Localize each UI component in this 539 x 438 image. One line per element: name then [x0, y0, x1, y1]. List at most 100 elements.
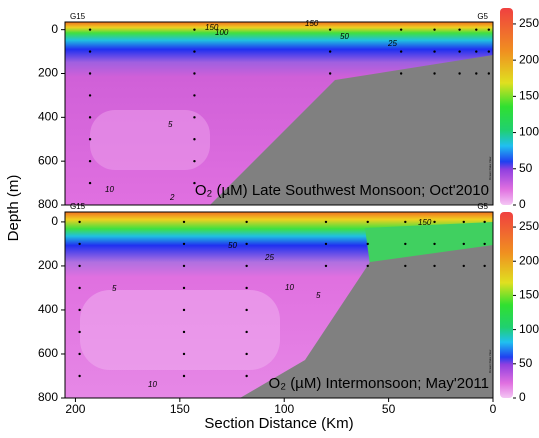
colorbar-tick-label: 100 [519, 322, 539, 336]
contour-label: 5 [316, 291, 321, 300]
station-sample [324, 242, 328, 246]
station-sample [433, 264, 436, 268]
station-sample [88, 116, 92, 119]
station-label: G15 [70, 12, 86, 21]
colorbar-tick-label: 0 [519, 390, 526, 404]
station-sample [78, 242, 81, 246]
y-tick-label: 0 [51, 214, 58, 228]
station-label: G15 [70, 202, 86, 211]
y-tick-label: 0 [51, 22, 58, 36]
y-tick-label: 400 [38, 110, 58, 124]
station-sample [404, 242, 407, 246]
y-tick-label: 600 [38, 346, 58, 360]
station-sample [88, 50, 92, 53]
x-tick-label: 100 [274, 402, 294, 416]
contour-label: 50 [228, 241, 237, 250]
station-sample [245, 286, 248, 290]
station-sample [193, 116, 196, 119]
station-sample [182, 330, 186, 334]
station-sample [475, 72, 478, 75]
contour-label: 10 [285, 283, 294, 292]
station-sample [182, 308, 186, 312]
y-tick-label: 200 [38, 258, 58, 272]
station-sample [78, 330, 81, 334]
station-sample [433, 242, 436, 246]
station-sample [193, 72, 196, 75]
y-tick-label: 600 [38, 153, 58, 167]
colorbar-tick-label: 0 [519, 197, 526, 211]
station-sample [193, 181, 196, 185]
contour-label: 2 [169, 193, 175, 202]
station-sample [366, 220, 369, 224]
station-sample [487, 72, 491, 75]
station-sample [182, 374, 186, 378]
station-sample [78, 352, 81, 356]
station-sample [182, 352, 186, 356]
x-tick-label: 150 [170, 402, 190, 416]
station-sample [399, 72, 403, 75]
station-sample [487, 50, 491, 53]
colorbar-tick-label: 200 [519, 253, 539, 267]
colorbar [500, 212, 513, 398]
station-sample [366, 242, 369, 246]
station-sample [328, 28, 332, 31]
station-sample [404, 264, 407, 268]
station-sample [182, 286, 186, 290]
panel-top [64, 21, 494, 206]
colorbar-tick-label: 50 [519, 356, 533, 370]
station-sample [475, 50, 478, 53]
station-sample [458, 28, 461, 31]
colorbar [500, 8, 513, 205]
contour-label: 150 [418, 218, 432, 227]
station-sample [78, 374, 81, 378]
station-sample [193, 28, 196, 31]
colorbar-tick-label: 250 [519, 219, 539, 233]
field-patch [80, 290, 280, 370]
bathymetry [210, 55, 493, 205]
station-sample [182, 220, 186, 224]
colorbar-tick-label: 150 [519, 288, 539, 302]
shelf-water [365, 222, 493, 265]
station-sample [324, 220, 328, 224]
station-sample [404, 220, 407, 224]
plot-frame [64, 21, 494, 206]
station-sample [88, 181, 92, 185]
colorbar-tick-label: 100 [519, 125, 539, 139]
contour-label: 5 [168, 120, 173, 129]
contour-label: 10 [148, 380, 157, 389]
station-sample [433, 50, 436, 53]
y-tick-label: 200 [38, 66, 58, 80]
station-sample [458, 72, 461, 75]
station-sample [193, 159, 196, 163]
station-sample [193, 94, 196, 97]
panel-bottom [64, 211, 494, 399]
station-sample [328, 72, 332, 75]
station-sample [193, 138, 196, 141]
station-sample [324, 264, 328, 268]
station-sample [88, 28, 92, 31]
station-sample [462, 264, 465, 268]
x-tick-label: 0 [490, 402, 497, 416]
station-sample [399, 28, 403, 31]
y-tick-label: 400 [38, 302, 58, 316]
bathymetry [240, 245, 493, 398]
colorbar-tick-label: 250 [519, 16, 539, 30]
station-sample [462, 242, 465, 246]
contour-label: 100 [215, 28, 229, 37]
plot-frame [64, 211, 494, 399]
station-sample [193, 50, 196, 53]
station-sample [245, 220, 248, 224]
y-tick-label: 800 [38, 197, 58, 211]
field-patch [90, 110, 210, 170]
station-sample [182, 242, 186, 246]
x-tick-label: 200 [65, 402, 85, 416]
watermark: Ocean Data View [488, 349, 492, 373]
station-label: G5 [477, 12, 488, 21]
panel-title: O₂ (µM) Intermonsoon; May'2011 [269, 375, 489, 392]
station-sample [483, 242, 486, 246]
station-sample [433, 28, 436, 31]
panel-title: O₂ (µM) Late Southwest Monsoon; Oct'2010 [195, 182, 489, 199]
y-axis-label: Depth (m) [5, 175, 22, 242]
station-sample [78, 286, 81, 290]
y-tick-label: 800 [38, 390, 58, 404]
